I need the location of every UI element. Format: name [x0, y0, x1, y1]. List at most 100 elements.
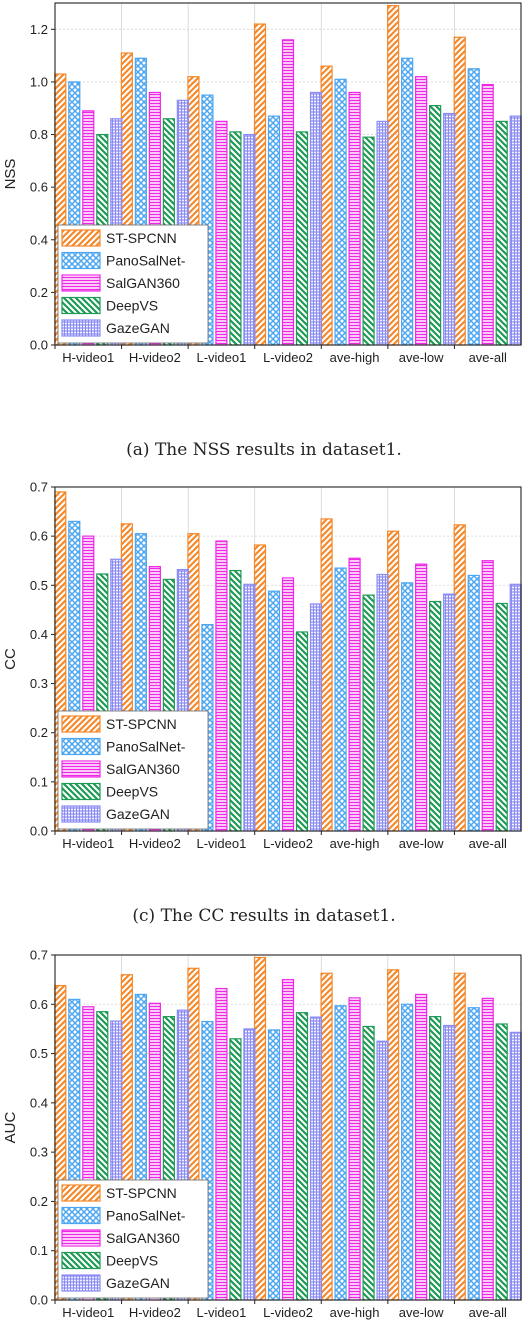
bar — [229, 569, 242, 832]
y-tick-label: 0.2 — [30, 725, 48, 740]
x-tick-label: ave-low — [399, 836, 444, 851]
plot-frame — [54, 954, 522, 1301]
x-tick-label: ave-high — [330, 836, 380, 851]
x-tick-label: ave-low — [399, 350, 444, 365]
bar — [229, 1038, 242, 1301]
caption-nss: (a) The NSS results in dataset1. — [126, 440, 402, 460]
x-tick-label: ave-all — [469, 350, 507, 365]
bar — [295, 131, 309, 346]
bar — [481, 83, 494, 346]
bar — [267, 590, 281, 832]
legend-swatch — [61, 782, 101, 801]
bar — [348, 997, 361, 1301]
bar — [215, 540, 228, 832]
bar — [281, 39, 295, 346]
y-tick-label: 1.2 — [30, 22, 48, 37]
bar — [387, 5, 400, 346]
bar — [495, 1023, 508, 1301]
bar — [309, 91, 323, 346]
legend-entry: PanoSalNet- — [106, 1208, 186, 1224]
legend-swatch — [61, 1184, 101, 1202]
bar — [429, 1016, 442, 1301]
legend-entry: DeepVS — [106, 298, 158, 314]
y-axis-label: NSS — [2, 159, 19, 190]
x-tick-label: H-video1 — [62, 836, 114, 851]
x-tick-label: ave-low — [399, 1305, 444, 1320]
x-tick-label: H-video2 — [129, 1305, 181, 1320]
bar — [415, 563, 428, 832]
y-tick-label: 0.2 — [30, 285, 48, 300]
bar — [243, 133, 256, 346]
bar — [509, 115, 522, 346]
bar — [334, 1005, 347, 1301]
legend-entry: SalGAN360 — [106, 1230, 180, 1246]
bar — [215, 120, 228, 346]
y-tick-label: 0.1 — [30, 774, 48, 789]
y-tick-label: 0.5 — [30, 578, 48, 593]
bar — [453, 524, 466, 832]
y-tick-label: 0.4 — [30, 1095, 48, 1110]
bar — [362, 1025, 375, 1301]
bar — [253, 544, 267, 832]
y-tick-label: 0.8 — [30, 127, 48, 142]
bar — [387, 969, 400, 1301]
plot-frame — [54, 486, 522, 832]
bar — [267, 115, 281, 346]
bar — [443, 112, 456, 346]
legend-swatch — [61, 1274, 101, 1292]
bar — [509, 1031, 522, 1301]
bar — [267, 1029, 281, 1301]
chart-cc: 0.0 0.1 0.2 0.3 0.4 0.5 0.6 0.7 H-video1 H-video2… — [2, 480, 522, 851]
x-tick-label: ave-all — [469, 1305, 507, 1320]
legend-swatch — [61, 251, 101, 270]
legend-entry: ST-SPCNN — [106, 716, 177, 732]
bar — [348, 91, 361, 346]
bar — [281, 577, 295, 832]
bar — [334, 78, 347, 346]
y-axis-label: AUC — [2, 1111, 19, 1143]
bar — [415, 993, 428, 1301]
legend-entry: ST-SPCNN — [106, 1185, 177, 1201]
bar — [401, 582, 414, 832]
bar — [348, 557, 361, 832]
y-tick-label: 1.0 — [30, 74, 48, 89]
legend-swatch — [61, 229, 101, 247]
y-tick-label: 0.6 — [30, 180, 48, 195]
bar — [295, 631, 309, 832]
chart-nss: 0.0 0.2 0.4 0.6 0.8 1.0 1.2 H-video1 H-video2 L-v… — [2, 2, 522, 365]
y-axis-label: CC — [2, 648, 19, 670]
plot-frame — [54, 2, 522, 346]
bar — [362, 136, 375, 346]
y-tick-label: 0.4 — [30, 627, 48, 642]
legend-swatch — [61, 737, 101, 756]
y-tick-label: 0.6 — [30, 997, 48, 1012]
legend-swatch — [61, 319, 101, 337]
y-tick-label: 0.5 — [30, 1046, 48, 1061]
y-tick-label: 0.0 — [30, 824, 48, 839]
legend-swatch — [61, 715, 101, 733]
bar — [320, 972, 333, 1301]
x-tick-label: L-video2 — [263, 1305, 313, 1320]
bar — [376, 1040, 389, 1301]
legend-entry: SalGAN360 — [106, 761, 180, 777]
bar — [243, 1028, 256, 1301]
x-tick-label: H-video2 — [129, 836, 181, 851]
x-tick-label: ave-high — [330, 1305, 380, 1320]
y-tick-label: 0.0 — [30, 338, 48, 353]
bar — [415, 76, 428, 346]
bar — [481, 997, 494, 1301]
y-tick-label: 0.1 — [30, 1243, 48, 1258]
bar — [429, 104, 442, 346]
legend-entry: PanoSalNet- — [106, 739, 186, 755]
x-tick-label: L-video1 — [196, 836, 246, 851]
bar — [334, 567, 347, 832]
bar — [376, 120, 389, 346]
bar — [253, 956, 267, 1301]
bar — [320, 65, 333, 346]
bar — [387, 530, 400, 832]
bar — [467, 68, 480, 346]
legend-entry: DeepVS — [106, 1253, 158, 1269]
x-tick-label: L-video1 — [196, 350, 246, 365]
legend-entry: GazeGAN — [106, 806, 170, 822]
